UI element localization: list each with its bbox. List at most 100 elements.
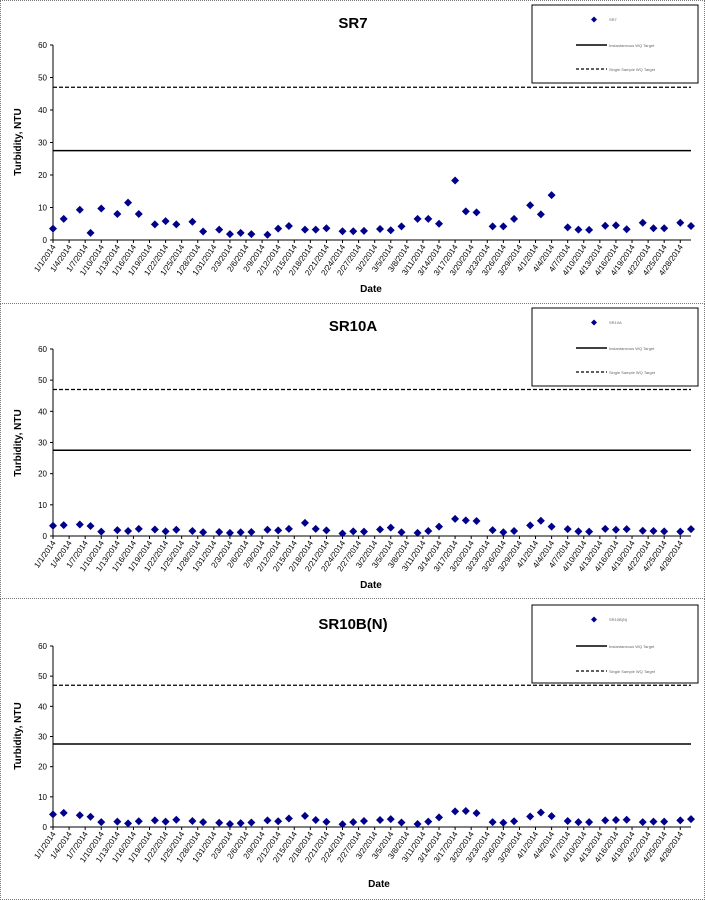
data-point [435, 219, 444, 228]
data-point [247, 818, 256, 827]
data-point [386, 815, 395, 824]
data-point [397, 528, 406, 537]
data-point [225, 230, 234, 239]
data-point [338, 820, 347, 829]
data-point [150, 525, 159, 534]
data-point [536, 516, 545, 525]
data-point [215, 527, 224, 536]
data-point [215, 818, 224, 827]
data-point [150, 816, 159, 825]
data-point [526, 521, 535, 530]
data-point [75, 520, 84, 529]
data-point [451, 176, 460, 185]
y-tick-label: 60 [38, 642, 47, 651]
data-point [563, 525, 572, 534]
data-point [349, 818, 358, 827]
data-point [97, 204, 106, 213]
data-point [236, 228, 245, 237]
legend-box [531, 604, 699, 684]
data-point [488, 222, 497, 231]
legend-box [531, 307, 699, 387]
data-point [300, 225, 309, 234]
y-tick-label: 0 [43, 823, 48, 832]
data-point [499, 222, 508, 231]
data-point [676, 218, 685, 227]
data-point [300, 518, 309, 527]
data-point [134, 817, 143, 826]
data-point [284, 524, 293, 533]
data-point [472, 208, 481, 217]
data-point [611, 525, 620, 534]
legend-entry-single-sample: Single Sample WQ Target [609, 67, 656, 72]
data-point [585, 818, 594, 827]
data-point [424, 817, 433, 826]
data-point [263, 525, 272, 534]
chart-panel-sr7: SR7 Turbidity, NTU Date SR7 Instantaneou… [0, 0, 705, 304]
data-point [687, 222, 695, 231]
data-point [376, 224, 385, 233]
y-axis-title: Turbidity, NTU [13, 409, 24, 476]
data-point [413, 819, 422, 828]
data-point [284, 222, 293, 231]
data-point [236, 528, 245, 537]
y-axis-title: Turbidity, NTU [13, 108, 24, 175]
data-point [649, 224, 658, 233]
y-tick-label: 0 [43, 532, 48, 541]
data-point [49, 810, 57, 819]
data-point [574, 527, 583, 536]
data-point [161, 217, 170, 226]
data-point [311, 225, 320, 234]
y-tick-label: 60 [38, 345, 47, 354]
data-point [435, 522, 444, 531]
data-point [510, 817, 519, 826]
legend-entry-instantaneous: Instantaneous WQ Target [609, 346, 655, 351]
legend-marker-diamond-icon [591, 16, 597, 23]
data-point [451, 514, 460, 523]
data-point [660, 224, 669, 233]
data-point [660, 527, 669, 536]
data-point [638, 818, 647, 827]
data-point [601, 524, 610, 533]
data-point [574, 818, 583, 827]
data-point [547, 191, 556, 200]
legend-entry-series: SR10B(N) [609, 617, 628, 622]
data-point [660, 817, 669, 826]
data-point [236, 819, 245, 828]
data-point [472, 809, 481, 818]
data-point [359, 226, 368, 235]
legend: SR7 Instantaneous WQ Target Single Sampl… [531, 4, 699, 84]
data-point [676, 816, 685, 825]
data-point [649, 527, 658, 536]
legend-entry-single-sample: Single Sample WQ Target [609, 669, 656, 674]
data-point [172, 815, 181, 824]
data-point [424, 214, 433, 223]
data-point [510, 527, 519, 536]
data-point [274, 224, 283, 233]
data-point [75, 811, 84, 820]
data-point [601, 221, 610, 230]
y-tick-label: 50 [38, 74, 47, 83]
data-point [376, 816, 385, 825]
chart-panel-sr10a: SR10A Turbidity, NTU Date SR10A Instanta… [0, 303, 705, 599]
y-tick-label: 30 [38, 733, 47, 742]
data-point [676, 527, 685, 536]
x-axis-title: Date [368, 879, 390, 890]
legend-entry-series: SR7 [609, 17, 618, 22]
legend-entry-single-sample: Single Sample WQ Target [609, 370, 656, 375]
data-point [150, 220, 159, 229]
legend-entry-instantaneous: Instantaneous WQ Target [609, 644, 655, 649]
data-point [526, 201, 535, 210]
data-point [451, 807, 460, 816]
y-tick-label: 0 [43, 236, 48, 245]
data-point [161, 527, 170, 536]
data-point [611, 221, 620, 230]
data-point [638, 526, 647, 535]
y-tick-label: 20 [38, 763, 47, 772]
data-point [247, 230, 256, 239]
data-point [338, 227, 347, 236]
data-point [225, 528, 234, 537]
data-point [413, 214, 422, 223]
y-tick-label: 10 [38, 501, 47, 510]
legend-box [531, 4, 699, 84]
y-tick-label: 50 [38, 672, 47, 681]
